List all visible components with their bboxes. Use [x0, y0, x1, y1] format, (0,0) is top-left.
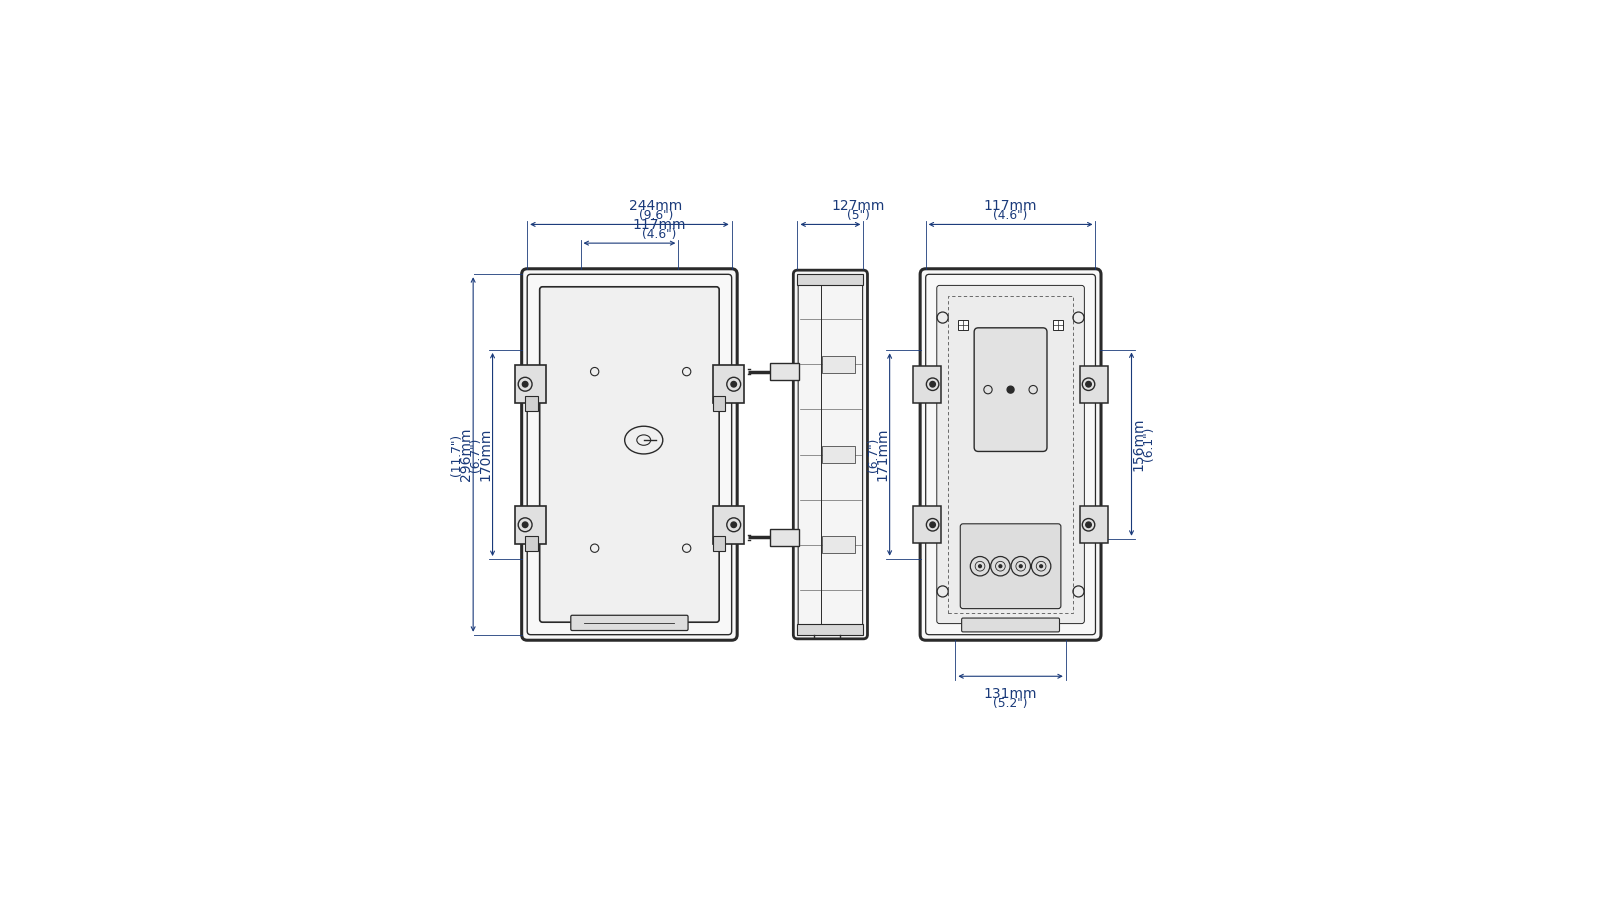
Text: (6.7"): (6.7"): [867, 437, 880, 472]
Bar: [714, 506, 744, 544]
Bar: [525, 396, 538, 411]
Circle shape: [1040, 565, 1043, 568]
FancyBboxPatch shape: [794, 270, 867, 639]
Circle shape: [522, 382, 528, 387]
Text: 170mm: 170mm: [478, 428, 493, 482]
Text: (4.6"): (4.6"): [642, 228, 675, 241]
Bar: [797, 274, 864, 284]
Bar: [958, 320, 968, 329]
Circle shape: [979, 565, 981, 568]
FancyBboxPatch shape: [522, 269, 738, 640]
Text: (11.7"): (11.7"): [450, 434, 462, 475]
FancyBboxPatch shape: [960, 524, 1061, 608]
Text: 156mm: 156mm: [1131, 418, 1146, 471]
Text: 296mm: 296mm: [459, 428, 474, 482]
Bar: [770, 529, 798, 545]
Bar: [770, 364, 798, 380]
Text: 131mm: 131mm: [984, 688, 1037, 701]
Circle shape: [1086, 522, 1091, 527]
FancyBboxPatch shape: [571, 616, 688, 631]
Circle shape: [1019, 565, 1022, 568]
Bar: [1053, 320, 1062, 329]
Text: (9.6"): (9.6"): [638, 210, 674, 222]
Bar: [914, 365, 941, 403]
FancyBboxPatch shape: [962, 618, 1059, 632]
Circle shape: [1086, 382, 1091, 387]
FancyBboxPatch shape: [936, 285, 1085, 624]
Text: 127mm: 127mm: [832, 199, 885, 213]
Bar: [822, 536, 856, 553]
FancyBboxPatch shape: [920, 269, 1101, 640]
Text: (5.2"): (5.2"): [994, 697, 1027, 710]
Circle shape: [731, 382, 736, 387]
Text: (4.6"): (4.6"): [994, 210, 1027, 222]
Circle shape: [930, 382, 936, 387]
Circle shape: [998, 565, 1002, 568]
Bar: [714, 396, 725, 411]
Bar: [1080, 506, 1107, 544]
Bar: [515, 365, 546, 403]
Bar: [797, 625, 864, 634]
Text: 244mm: 244mm: [629, 199, 683, 213]
Text: 117mm: 117mm: [632, 218, 685, 232]
Circle shape: [522, 522, 528, 527]
Text: 171mm: 171mm: [875, 428, 890, 482]
Bar: [714, 536, 725, 552]
Bar: [947, 296, 1074, 613]
Bar: [1080, 365, 1107, 403]
Text: 117mm: 117mm: [984, 199, 1037, 213]
Bar: [714, 365, 744, 403]
Bar: [515, 506, 546, 544]
Bar: [822, 356, 856, 373]
Text: (6.1"): (6.1"): [1142, 427, 1155, 462]
Circle shape: [930, 522, 936, 527]
Text: (5"): (5"): [846, 210, 869, 222]
Circle shape: [1006, 386, 1014, 393]
Bar: [914, 506, 941, 544]
Text: (6.7"): (6.7"): [469, 437, 483, 472]
FancyBboxPatch shape: [974, 328, 1046, 452]
FancyBboxPatch shape: [539, 287, 718, 622]
Circle shape: [731, 522, 736, 527]
Bar: [822, 446, 856, 463]
Bar: [525, 536, 538, 552]
